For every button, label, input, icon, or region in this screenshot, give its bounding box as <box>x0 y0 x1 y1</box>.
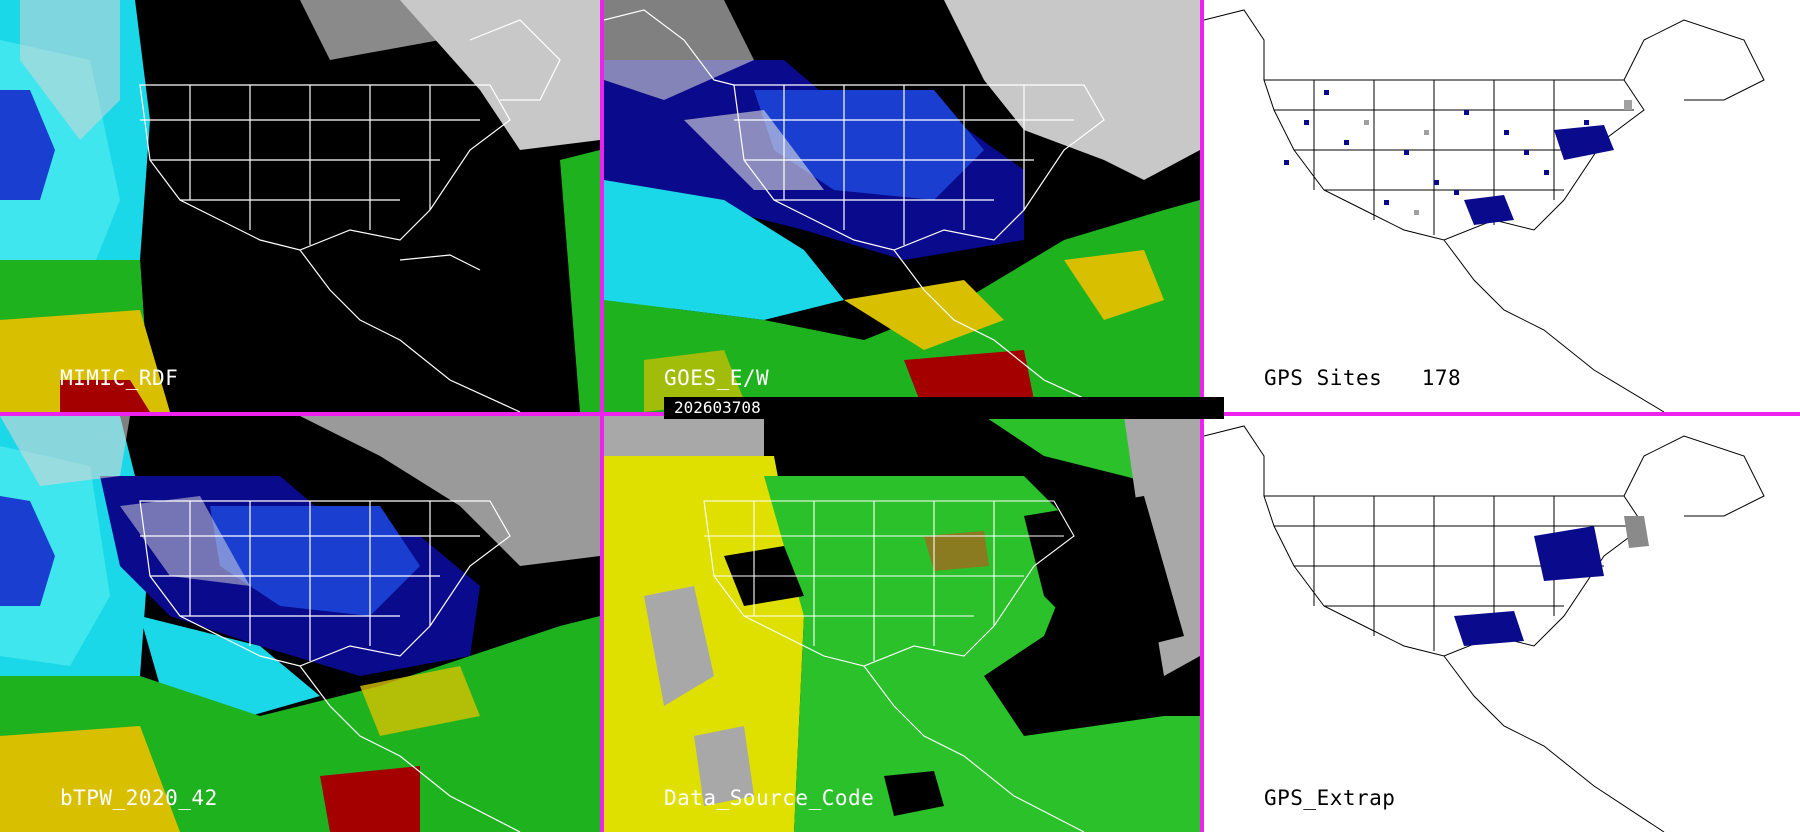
panel-label-gps-sites: GPS Sites 178 <box>1264 366 1461 390</box>
timestamp-text: 202603708 <box>674 398 761 417</box>
timestamp-bar: 202603708 <box>664 397 1224 419</box>
panel-label-mimic-rdf: MIMIC_RDF <box>60 366 179 390</box>
panel-btpw: bTPW_2020_42 <box>0 416 600 832</box>
gps-sites-map <box>1204 0 1800 412</box>
gps-extrap-map <box>1204 416 1800 832</box>
panel-gps-sites: GPS Sites 178 <box>1204 0 1800 412</box>
panel-label-gps-extrap: GPS_Extrap <box>1264 786 1396 810</box>
panel-label-goes-ew: GOES_E/W <box>664 366 770 390</box>
panel-mimic-rdf: MIMIC_RDF <box>0 0 600 412</box>
gps-sites-label-text: GPS Sites <box>1264 366 1383 390</box>
separator-vertical-left <box>600 0 604 832</box>
panel-label-data-source-code: Data_Source_Code <box>664 786 875 810</box>
panel-label-btpw: bTPW_2020_42 <box>60 786 218 810</box>
gps-sites-count: 178 <box>1421 366 1462 390</box>
panel-data-source-code: Data_Source_Code <box>604 416 1200 832</box>
mimic-rdf-map <box>0 0 600 412</box>
panel-goes-ew: GOES_E/W <box>604 0 1200 412</box>
panel-gps-extrap: GPS_Extrap <box>1204 416 1800 832</box>
btpw-map <box>0 416 600 832</box>
goes-ew-map <box>604 0 1200 412</box>
data-source-code-map <box>604 416 1200 832</box>
